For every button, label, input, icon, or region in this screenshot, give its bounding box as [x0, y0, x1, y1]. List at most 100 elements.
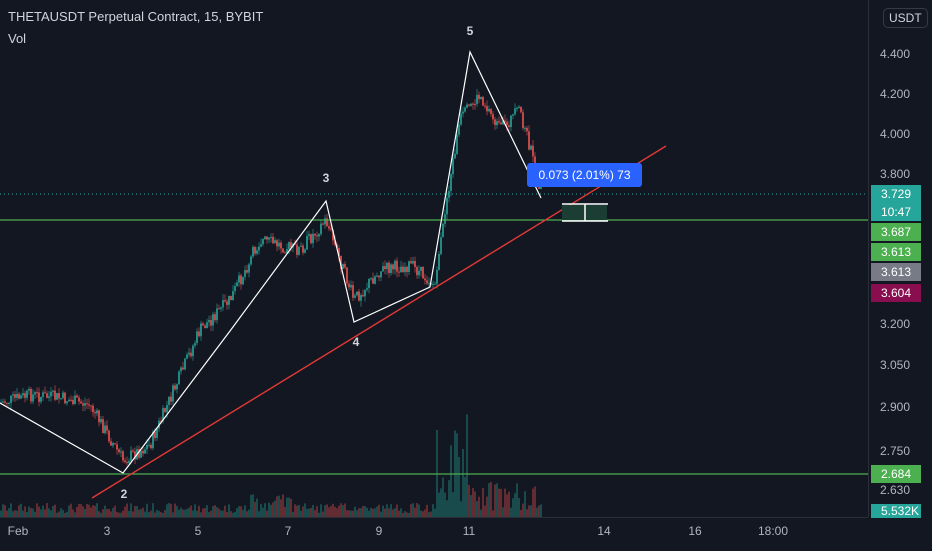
volume-bar [488, 483, 490, 517]
elliott-wave-path[interactable] [0, 50, 542, 474]
volume-bar [298, 504, 300, 517]
candle-body [302, 245, 304, 253]
candle-body [522, 112, 524, 129]
volume-bar [382, 505, 384, 517]
candle-body [342, 264, 344, 269]
volume-bar [452, 492, 454, 517]
candle-body [496, 121, 498, 126]
volume-bar [456, 433, 458, 517]
volume-bar [330, 505, 332, 517]
volume-bar [316, 506, 318, 517]
volume-bar [162, 512, 164, 517]
candle-body [450, 174, 452, 191]
volume-bar [320, 504, 322, 517]
candle-body [28, 388, 30, 391]
trendline[interactable] [91, 145, 667, 499]
candle-body [126, 462, 128, 464]
wave-label-4: 4 [352, 335, 360, 349]
volume-bar [128, 510, 130, 517]
volume-bar [404, 511, 406, 517]
volume-bar [242, 509, 244, 517]
volume-bar [422, 511, 424, 517]
candle-body [434, 283, 436, 285]
candle-body [424, 278, 426, 281]
volume-bar [480, 509, 482, 517]
symbol-title[interactable]: THETAUSDT Perpetual Contract, 15, BYBIT [8, 9, 264, 24]
volume-legend-label[interactable]: Vol [8, 31, 27, 46]
volume-bar [522, 503, 524, 517]
candle-body [246, 270, 248, 273]
last-price-tag: 3.729 [871, 185, 921, 203]
volume-bar [186, 508, 188, 517]
volume-bar [88, 504, 90, 517]
candle-body [138, 449, 140, 458]
candle-body [196, 331, 198, 344]
volume-bar [24, 506, 26, 517]
volume-bar [500, 488, 502, 517]
volume-bar [458, 456, 460, 517]
volume-bar [274, 500, 276, 517]
candle-body [474, 103, 476, 105]
candle-body [172, 385, 174, 402]
volume-bar [238, 506, 240, 517]
volume-bar [286, 497, 288, 517]
volume-bar [74, 512, 76, 517]
candle-body [252, 247, 254, 257]
volume-bar [364, 506, 366, 517]
candle-body [262, 239, 264, 245]
price-tag-red: 3.604 [871, 284, 921, 302]
candle-body [290, 242, 292, 248]
volume-bar [68, 505, 70, 517]
volume-bar [296, 505, 298, 517]
candle-body [394, 260, 396, 270]
time-axis[interactable] [0, 517, 868, 551]
volume-bar [264, 503, 266, 517]
volume-bar [502, 507, 504, 517]
candle-body [346, 267, 348, 284]
volume-bar [352, 510, 354, 517]
candle-body [80, 401, 82, 404]
volume-bar [82, 506, 84, 517]
candle-body [152, 431, 154, 449]
candle-body [192, 345, 194, 357]
price-label: 4.000 [880, 127, 911, 141]
candle-body [258, 246, 260, 251]
volume-bar [72, 509, 74, 517]
volume-bar [176, 505, 178, 517]
candle-body [282, 248, 284, 253]
candle-body [94, 412, 96, 414]
volume-bar [132, 511, 134, 517]
candle-body [52, 390, 54, 392]
candle-body [298, 246, 300, 255]
chart-plot-area[interactable] [0, 0, 868, 517]
support-price-tag: 2.684 [871, 465, 921, 483]
volume-bar [84, 508, 86, 517]
candle-body [6, 402, 8, 404]
candle-body [62, 392, 64, 399]
volume-bar [420, 510, 422, 517]
price-label: 2.750 [880, 444, 911, 458]
candle-body [68, 399, 70, 402]
price-axis[interactable] [868, 0, 932, 517]
volume-bar [492, 510, 494, 517]
volume-bar [442, 477, 444, 517]
measure-range[interactable] [562, 203, 608, 222]
price-label: 3.800 [880, 167, 911, 181]
candle-body [408, 261, 410, 272]
volume-bar [536, 507, 538, 517]
candle-body [20, 395, 22, 399]
candle-body [190, 352, 192, 357]
candle-body [250, 256, 252, 265]
volume-bar [36, 503, 38, 517]
currency-button[interactable]: USDT [883, 8, 928, 28]
candle-body [108, 430, 110, 442]
volume-bar [358, 508, 360, 517]
price-tag-green: 3.687 [871, 223, 921, 241]
candle-body [380, 271, 382, 278]
candle-body [160, 420, 162, 422]
volume-bar [152, 503, 154, 517]
candle-body [162, 408, 164, 421]
candle-body [38, 392, 40, 402]
volume-bar [482, 487, 484, 517]
